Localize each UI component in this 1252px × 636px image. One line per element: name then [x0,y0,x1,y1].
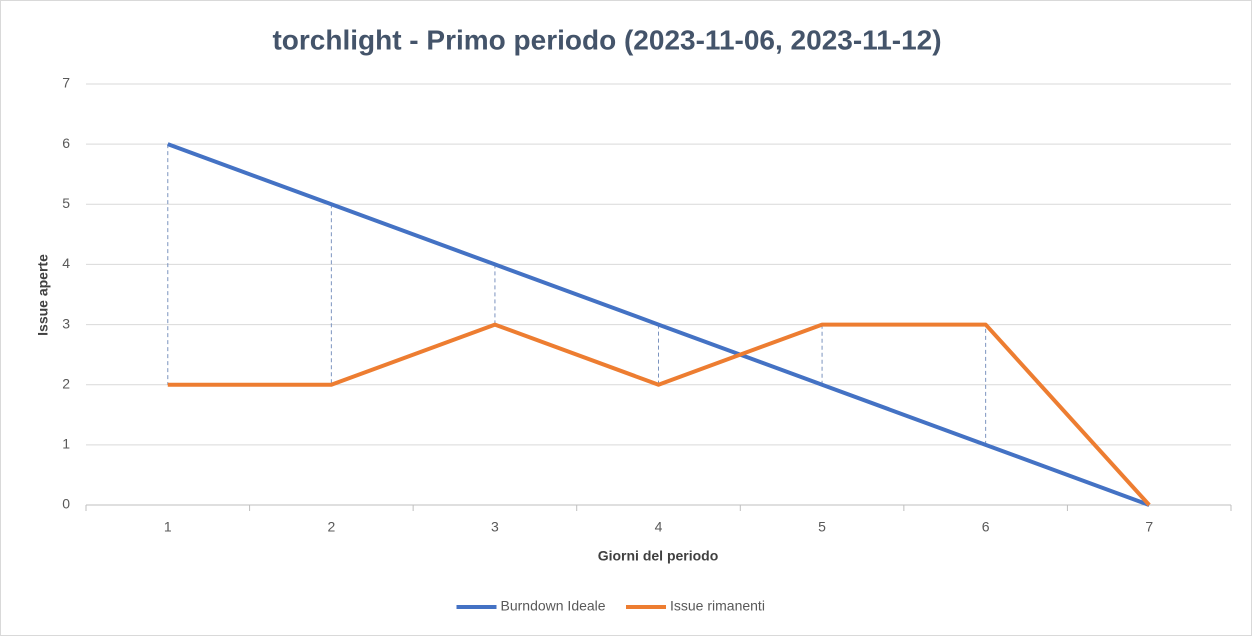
y-axis-title: Issue aperte [35,254,51,336]
y-tick-label: 0 [62,496,70,512]
legend-label: Burndown Ideale [501,598,606,614]
x-axis-title: Giorni del periodo [598,548,719,564]
x-tick-label: 5 [818,519,826,535]
y-tick-label: 5 [62,195,70,211]
y-tick-label: 4 [62,255,70,271]
x-tick-label: 1 [164,519,172,535]
legend-label: Issue rimanenti [670,598,765,614]
y-tick-label: 1 [62,436,70,452]
series-line [167,142,1150,507]
y-tick-label: 3 [62,315,70,331]
series-line [167,322,1151,507]
x-tick-label: 6 [982,519,990,535]
x-tick-label: 3 [491,519,499,535]
x-tick-label: 4 [655,519,663,535]
y-tick-label: 7 [62,75,70,91]
y-tick-label: 6 [62,135,70,151]
chart-title: torchlight - Primo periodo (2023-11-06, … [272,24,941,55]
x-tick-label: 2 [327,519,335,535]
y-tick-label: 2 [62,375,70,391]
x-tick-label: 7 [1145,519,1153,535]
